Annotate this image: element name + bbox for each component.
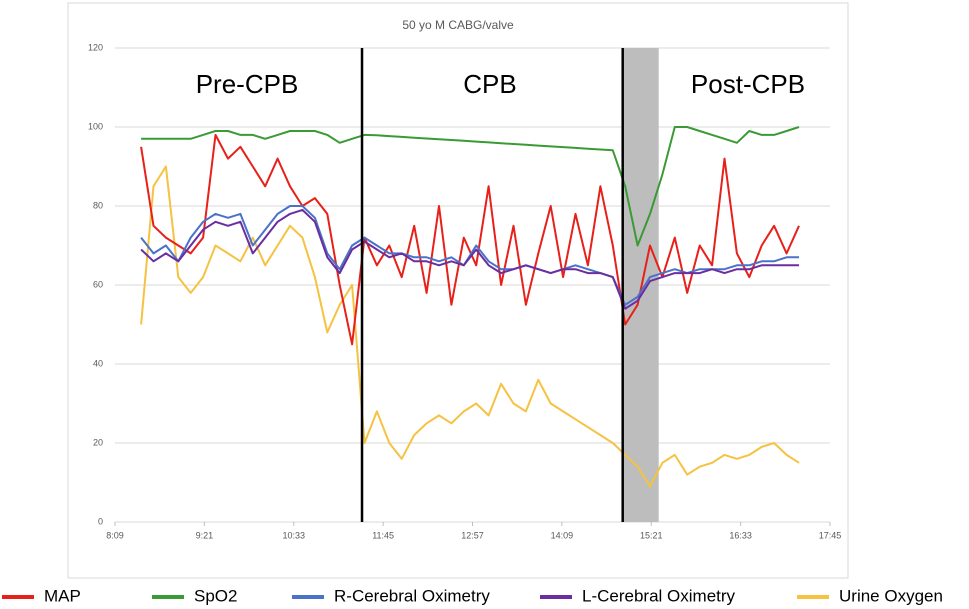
legend-label: R-Cerebral Oximetry	[334, 586, 490, 605]
x-tick-label: 14:09	[551, 530, 574, 540]
x-tick-label: 10:33	[282, 530, 305, 540]
legend-label: L-Cerebral Oximetry	[582, 586, 736, 605]
series-line	[141, 126, 800, 247]
y-tick-label: 20	[93, 437, 103, 447]
y-tick-label: 100	[88, 121, 103, 131]
phase-label: CPB	[463, 69, 516, 99]
x-tick-label: 11:45	[372, 530, 394, 540]
y-tick-label: 120	[88, 42, 103, 52]
y-tick-label: 40	[93, 358, 103, 368]
series-line	[140, 208, 799, 310]
y-tick-label: 60	[93, 279, 103, 289]
legend-label: Urine Oxygen	[839, 586, 943, 605]
y-tick-label: 0	[98, 516, 103, 526]
x-tick-label: 8:09	[106, 530, 124, 540]
x-tick-label: 15:21	[640, 530, 663, 540]
shaded-region	[622, 48, 659, 522]
x-tick-label: 17:45	[819, 530, 842, 540]
phase-label: Pre-CPB	[196, 69, 299, 99]
chart-title: 50 yo M CABG/valve	[402, 18, 514, 32]
legend-label: SpO2	[194, 586, 237, 605]
x-tick-label: 12:57	[461, 530, 484, 540]
y-tick-label: 80	[93, 200, 103, 210]
x-tick-label: 16:33	[729, 530, 752, 540]
series-line	[140, 133, 800, 346]
phase-label: Post-CPB	[691, 69, 805, 99]
chart-frame	[67, 2, 849, 579]
legend-label: MAP	[44, 586, 81, 605]
x-tick-label: 9:21	[196, 530, 214, 540]
